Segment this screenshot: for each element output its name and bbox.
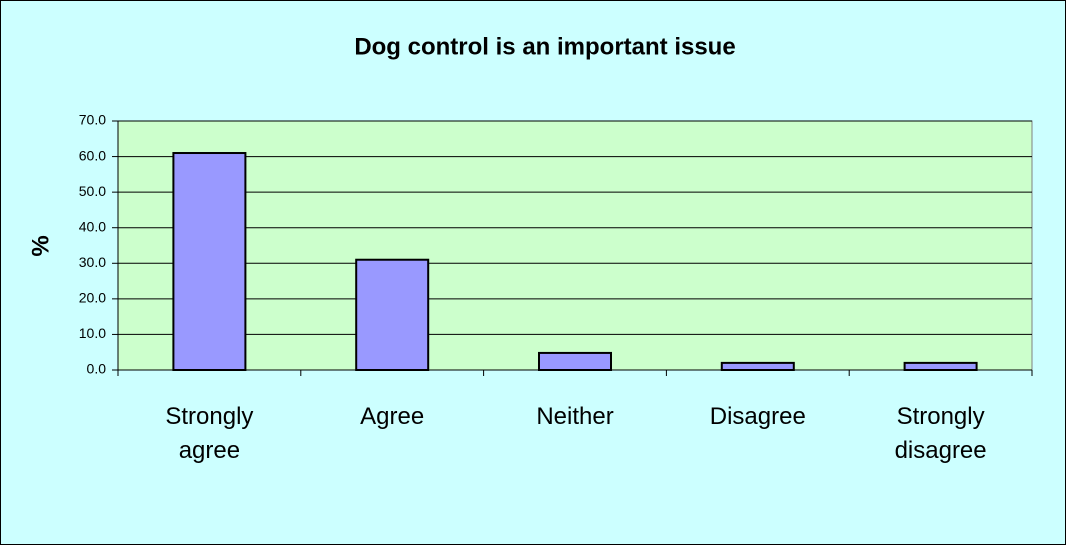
bar <box>720 361 795 371</box>
bar <box>538 351 612 372</box>
plot-area <box>117 120 1033 371</box>
x-tick-label: Disagree <box>709 403 806 430</box>
y-tick-label: 30.0 <box>79 254 106 270</box>
bar <box>903 361 978 371</box>
y-tick-label: 40.0 <box>79 218 106 234</box>
x-tick-label-box: Neither <box>536 403 614 430</box>
x-tick-label-box: Agree <box>360 403 425 430</box>
bar <box>172 152 247 371</box>
y-tick-label: 0.0 <box>87 361 107 377</box>
y-tick-label: 20.0 <box>79 290 106 306</box>
x-tick-label-box: Strongly disagree <box>894 403 987 464</box>
y-axis-label: % <box>27 235 54 256</box>
chart-title: Dog control is an important issue <box>354 33 735 60</box>
y-tick-label: 70.0 <box>79 112 106 128</box>
x-tick-label: Strongly agree <box>165 403 254 464</box>
x-tick-label: Neither <box>536 403 614 430</box>
x-tick-label: Agree <box>360 403 425 430</box>
bar <box>355 258 430 372</box>
x-tick-label-box: Disagree <box>709 403 806 430</box>
x-tick-label: Strongly disagree <box>894 403 987 464</box>
x-tick-label-box: Strongly agree <box>165 403 254 464</box>
y-tick-label: 10.0 <box>79 325 106 341</box>
y-tick-label: 60.0 <box>79 147 106 163</box>
y-tick-label: 50.0 <box>79 183 106 199</box>
